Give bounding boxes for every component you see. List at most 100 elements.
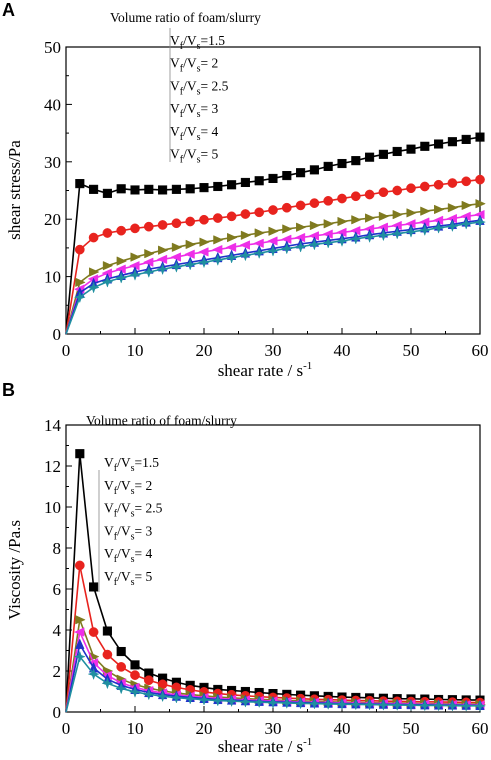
x-tick-label: 20 (196, 719, 213, 738)
data-point (185, 239, 197, 250)
legend-sub-s: s (197, 109, 201, 120)
x-tick-label: 50 (403, 341, 420, 360)
data-point (73, 291, 86, 304)
data-point (323, 195, 334, 206)
data-point (461, 200, 473, 211)
data-point (294, 697, 307, 710)
data-point (432, 221, 445, 234)
data-point (364, 189, 375, 200)
legend-sub-s: s (131, 554, 135, 565)
y-tick-label: 2 (53, 662, 62, 681)
x-tick-label: 0 (62, 341, 71, 360)
legend-ratio: = 2 (201, 56, 219, 71)
data-point (184, 249, 195, 259)
data-point (418, 224, 431, 237)
data-point (197, 256, 211, 269)
legend-slash-v: /V (183, 78, 197, 93)
data-point (337, 193, 347, 204)
data-point (434, 139, 444, 149)
data-point (102, 626, 112, 636)
legend-ratio: = 2 (135, 478, 153, 493)
y-tick-label: 50 (44, 38, 61, 57)
data-point (350, 191, 361, 202)
legend-v: V (104, 546, 114, 561)
y-tick-label: 12 (44, 457, 61, 476)
data-point (392, 146, 402, 157)
data-point (267, 236, 278, 246)
data-point (268, 226, 279, 236)
legend-sub-s: s (131, 463, 135, 474)
data-point (294, 240, 307, 253)
data-point (309, 165, 319, 175)
legend-slash-v: /V (117, 501, 131, 516)
data-point (337, 216, 348, 227)
data-point (156, 690, 169, 703)
data-point (87, 668, 100, 681)
data-point (433, 179, 444, 190)
data-point (211, 253, 224, 267)
data-point (253, 238, 264, 248)
data-point (128, 685, 142, 698)
data-point (280, 242, 293, 255)
panel-letter-b: B (2, 380, 15, 400)
legend-v: V (170, 124, 180, 139)
legend-sub-f: f (180, 86, 184, 97)
data-point (102, 649, 113, 660)
legend-entry: Vf/Vs= 5 (170, 147, 218, 166)
legend-sub-f: f (114, 531, 118, 542)
y-tick-label: 20 (44, 210, 61, 229)
data-point (143, 221, 154, 232)
legend-slash-v: /V (183, 147, 197, 162)
data-point (420, 141, 430, 151)
data-point (308, 697, 321, 710)
legend-v: V (170, 101, 180, 116)
legend-sub-f: f (180, 41, 184, 52)
data-point (447, 203, 459, 213)
x-axis-label: shear rate / s-1 (218, 360, 313, 380)
data-point (116, 662, 127, 672)
data-point (171, 218, 182, 229)
legend-slash-v: /V (117, 455, 131, 470)
data-point (240, 209, 251, 219)
legend-v: V (170, 147, 180, 162)
legend-sub-f: f (180, 64, 184, 75)
data-point (89, 582, 99, 592)
legend-entry: Vf/Vs= 2.5 (104, 501, 163, 520)
data-point (156, 263, 169, 276)
data-point (156, 254, 168, 265)
data-point (184, 258, 197, 271)
data-point (280, 696, 293, 710)
data-point (282, 171, 292, 181)
data-point (142, 688, 155, 701)
data-point (144, 248, 155, 259)
legend-sub-f: f (114, 509, 118, 520)
data-point (323, 219, 335, 229)
legend-entry: Vf/Vs= 2 (104, 478, 152, 497)
data-point (392, 209, 404, 220)
data-point (116, 646, 126, 657)
data-point (475, 174, 485, 185)
data-point (365, 213, 376, 223)
legend-entry: Vf/Vs= 4 (104, 546, 152, 565)
data-point (75, 277, 86, 288)
x-tick-label: 0 (62, 719, 71, 738)
data-point (213, 235, 224, 245)
data-point (198, 247, 209, 257)
data-point (197, 693, 211, 706)
data-point (89, 184, 99, 194)
legend-v: V (104, 455, 114, 470)
data-point (406, 208, 417, 218)
data-point (268, 205, 278, 215)
legend-entry: Vf/Vs= 2 (170, 56, 218, 75)
data-point (365, 152, 375, 162)
legend-entry: Vf/Vs= 5 (104, 569, 152, 588)
data-point (102, 188, 112, 198)
data-point (418, 699, 431, 712)
data-point (268, 173, 278, 183)
series-6 (65, 216, 487, 335)
data-point (74, 560, 85, 571)
data-point (254, 228, 266, 238)
legend-ratio: = 3 (201, 101, 219, 116)
data-point (170, 691, 183, 704)
legend-sub-f: f (114, 463, 118, 474)
